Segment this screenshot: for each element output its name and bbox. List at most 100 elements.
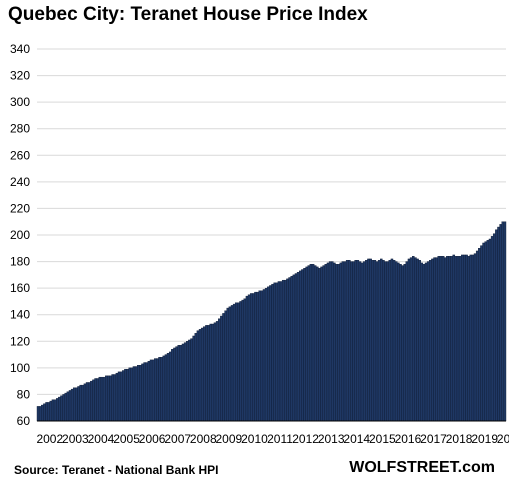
bar	[145, 362, 149, 422]
bar	[365, 260, 368, 422]
bar	[239, 301, 242, 422]
bar	[75, 387, 78, 422]
bar	[290, 275, 294, 422]
chart-title: Quebec City: Teranet House Price Index	[8, 4, 368, 25]
bar	[62, 394, 65, 422]
bar	[431, 258, 434, 422]
bar	[96, 378, 100, 422]
bar	[156, 358, 159, 422]
bar	[122, 370, 125, 422]
bar	[326, 262, 330, 422]
x-tick-label: 2006	[139, 432, 166, 446]
bar	[252, 293, 255, 422]
bar	[49, 400, 53, 422]
bar	[113, 374, 117, 422]
bar	[311, 264, 315, 422]
y-tick-label: 220	[10, 201, 30, 215]
bar	[495, 229, 498, 422]
bar	[409, 257, 413, 422]
bar	[147, 361, 151, 422]
bar	[394, 261, 398, 422]
bar	[386, 261, 389, 422]
bar	[158, 357, 161, 422]
bar	[454, 256, 458, 422]
bar	[254, 291, 257, 422]
bar	[435, 257, 438, 422]
bars	[36, 221, 507, 422]
bar	[128, 367, 131, 422]
bar	[94, 378, 97, 422]
bar	[151, 359, 155, 422]
bar	[124, 368, 127, 422]
bar	[503, 221, 507, 422]
source-note: Source: Teranet - National Bank HPI	[14, 463, 219, 477]
bar	[392, 260, 396, 422]
bar	[412, 256, 415, 422]
bar	[433, 257, 436, 422]
bar	[380, 258, 383, 422]
bar	[335, 264, 338, 422]
bar	[237, 302, 240, 422]
bar	[465, 254, 468, 422]
bar	[117, 371, 121, 422]
bar	[382, 260, 385, 422]
bar	[43, 403, 46, 422]
x-tick-label: 2013	[318, 432, 345, 446]
bar	[143, 362, 146, 422]
bar	[339, 262, 343, 422]
bar	[126, 368, 129, 422]
bar	[360, 262, 364, 422]
bar	[301, 269, 304, 422]
bar	[258, 290, 262, 422]
bar	[269, 285, 272, 422]
bar	[369, 258, 372, 422]
bar	[136, 365, 140, 422]
bar	[45, 402, 48, 422]
bar	[458, 256, 462, 422]
bar	[190, 338, 193, 422]
bar	[471, 254, 475, 422]
bar	[177, 345, 181, 422]
bar	[36, 406, 40, 422]
bar	[58, 396, 61, 422]
bar	[183, 342, 187, 422]
bar	[271, 283, 274, 422]
bar	[384, 261, 387, 422]
bar	[175, 346, 178, 422]
bar	[105, 375, 108, 422]
bar	[277, 281, 281, 422]
x-tick-label: 2020	[497, 432, 509, 446]
bar	[358, 261, 362, 422]
bar	[166, 353, 170, 422]
bar	[256, 291, 259, 422]
bar	[456, 256, 460, 422]
bar	[171, 349, 174, 422]
y-tick-label: 180	[10, 255, 30, 269]
x-tick-label: 2007	[164, 432, 191, 446]
y-tick-label: 340	[10, 42, 30, 56]
bar	[316, 266, 319, 422]
bar	[497, 226, 500, 422]
bar	[213, 322, 217, 422]
bar	[168, 351, 172, 422]
bar	[426, 261, 430, 422]
bar	[284, 279, 287, 422]
bar	[264, 287, 268, 422]
bar	[73, 387, 76, 422]
x-tick-label: 2005	[113, 432, 140, 446]
bar	[215, 321, 219, 422]
bar	[354, 260, 357, 422]
bar	[279, 281, 283, 422]
bar	[401, 265, 404, 422]
y-axis-ticks: 60 80 100 120 140 160 180 200 220 240 260 280 300 320…	[10, 42, 30, 428]
bar	[245, 295, 249, 422]
bar	[115, 372, 119, 422]
x-tick-label: 2018	[446, 432, 473, 446]
bar	[292, 274, 296, 422]
bar	[318, 268, 321, 422]
bar	[119, 371, 123, 422]
bar	[484, 241, 488, 422]
bar	[77, 386, 80, 422]
y-tick-label: 140	[10, 308, 30, 322]
bar	[243, 298, 247, 422]
